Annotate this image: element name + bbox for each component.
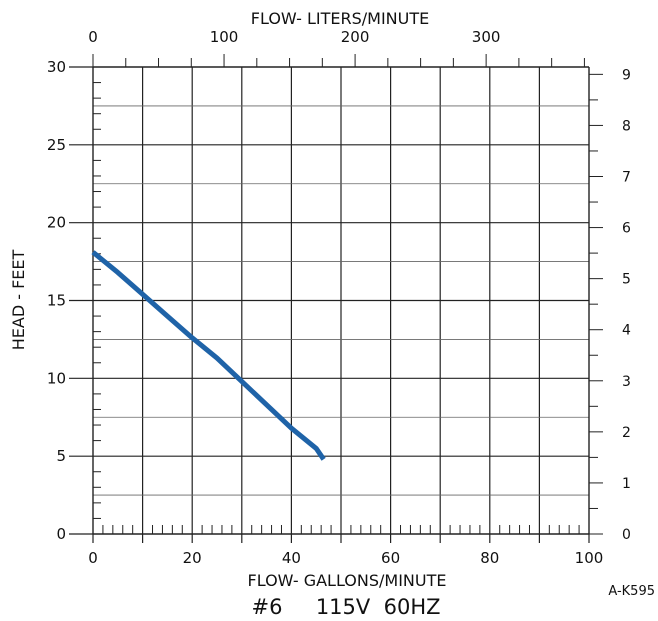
y2-tick-label: 1 bbox=[622, 476, 631, 492]
y-axis-title: HEAD - FEET bbox=[9, 250, 28, 351]
x-tick-label: 40 bbox=[282, 549, 301, 567]
x-tick-labels: 0 20 40 60 80 100 bbox=[88, 549, 603, 567]
y-tick-label: 30 bbox=[47, 58, 66, 76]
x2-tick-label: 300 bbox=[472, 28, 501, 46]
x2-tick-label: 0 bbox=[88, 28, 98, 46]
series bbox=[91, 250, 326, 461]
y2-tick-labels: 0 1 2 3 4 5 6 7 8 9 bbox=[622, 67, 631, 543]
x-tick-label: 100 bbox=[575, 549, 604, 567]
y-tick-label: 0 bbox=[56, 525, 66, 543]
y2-tick-label: 9 bbox=[622, 67, 631, 83]
x2-tick-labels: 0 100 200 300 bbox=[88, 28, 500, 46]
y2-tick-label: 5 bbox=[622, 272, 631, 288]
x-tick-label: 0 bbox=[88, 549, 98, 567]
y-tick-label: 10 bbox=[47, 369, 66, 387]
minor-ticks bbox=[69, 54, 603, 543]
x2-tick-label: 100 bbox=[210, 28, 239, 46]
y2-tick-label: 7 bbox=[622, 169, 631, 185]
pump-performance-curve bbox=[91, 250, 326, 461]
y2-tick-label: 6 bbox=[622, 221, 631, 237]
x-tick-label: 80 bbox=[480, 549, 499, 567]
y-tick-label: 25 bbox=[47, 136, 66, 154]
chart-title: #6 115V 60HZ bbox=[251, 595, 440, 619]
y2-tick-label: 2 bbox=[622, 425, 631, 441]
x-tick-label: 60 bbox=[381, 549, 400, 567]
x-axis-title: FLOW- GALLONS/MINUTE bbox=[248, 571, 447, 590]
y2-tick-label: 4 bbox=[622, 323, 631, 339]
grid bbox=[93, 67, 589, 534]
x-tick-label: 20 bbox=[183, 549, 202, 567]
y-tick-label: 15 bbox=[47, 292, 66, 310]
drawing-code: A-K595 bbox=[608, 584, 655, 599]
y-tick-label: 5 bbox=[56, 447, 66, 465]
y2-tick-label: 3 bbox=[622, 374, 631, 390]
y-tick-labels: 0 5 10 15 20 25 30 bbox=[47, 58, 66, 543]
x2-axis-title: FLOW- LITERS/MINUTE bbox=[251, 9, 429, 28]
x2-tick-label: 200 bbox=[341, 28, 370, 46]
y2-tick-label: 8 bbox=[622, 118, 631, 134]
y2-tick-label: 0 bbox=[622, 527, 631, 543]
y-tick-label: 20 bbox=[47, 214, 66, 232]
